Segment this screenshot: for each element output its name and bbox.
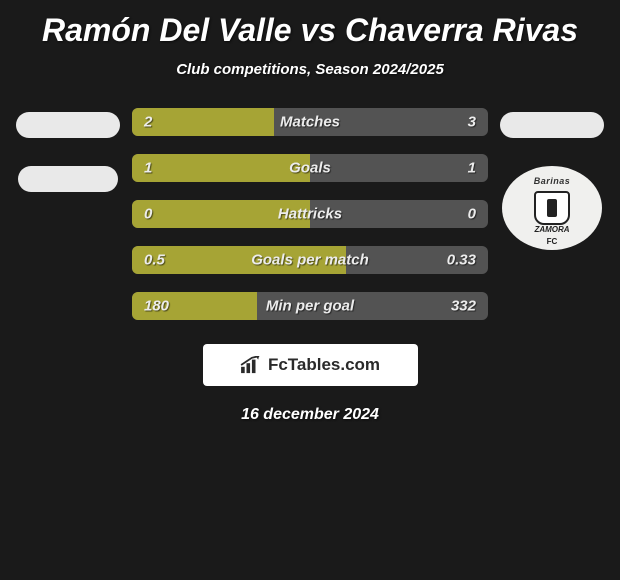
left-side-column bbox=[8, 108, 128, 338]
stat-value-left: 180 bbox=[144, 298, 169, 315]
stat-label: Min per goal bbox=[266, 298, 354, 315]
club-badge-city: Barinas bbox=[534, 176, 571, 186]
footer: FcTables.com 16 december 2024 bbox=[0, 344, 620, 424]
stat-label: Matches bbox=[280, 114, 340, 131]
stat-value-right: 332 bbox=[451, 298, 476, 315]
stat-bar-row: 0 Hattricks 0 bbox=[132, 200, 488, 228]
right-player-photo bbox=[500, 112, 604, 138]
left-club-logo bbox=[18, 166, 118, 192]
page-title: Ramón Del Valle vs Chaverra Rivas bbox=[0, 0, 620, 49]
brand-badge: FcTables.com bbox=[203, 344, 418, 386]
stat-bar-row: 2 Matches 3 bbox=[132, 108, 488, 136]
stat-value-left: 2 bbox=[144, 114, 152, 131]
stat-bar-row: 1 Goals 1 bbox=[132, 154, 488, 182]
stat-value-left: 0.5 bbox=[144, 252, 165, 269]
snapshot-date: 16 december 2024 bbox=[241, 406, 379, 424]
stat-label: Hattricks bbox=[278, 206, 342, 223]
right-side-column: Barinas ZAMORA FC bbox=[492, 108, 612, 338]
club-badge-shield-icon bbox=[534, 191, 570, 225]
stat-value-left: 0 bbox=[144, 206, 152, 223]
stat-label: Goals bbox=[289, 160, 331, 177]
club-badge-name: ZAMORA bbox=[534, 225, 569, 234]
brand-chart-icon bbox=[240, 356, 262, 374]
brand-text: FcTables.com bbox=[268, 355, 380, 375]
stat-value-right: 0.33 bbox=[447, 252, 476, 269]
right-club-logo: Barinas ZAMORA FC bbox=[502, 166, 602, 250]
stat-bar-left-fill bbox=[132, 108, 274, 136]
left-player-photo bbox=[16, 112, 120, 138]
stat-label: Goals per match bbox=[251, 252, 369, 269]
stat-bar-row: 180 Min per goal 332 bbox=[132, 292, 488, 320]
page-subtitle: Club competitions, Season 2024/2025 bbox=[0, 61, 620, 78]
stat-value-right: 3 bbox=[468, 114, 476, 131]
stat-value-right: 1 bbox=[468, 160, 476, 177]
stat-bar-row: 0.5 Goals per match 0.33 bbox=[132, 246, 488, 274]
comparison-content: 2 Matches 3 1 Goals 1 0 Hattricks 0 0.5 Goals per … bbox=[0, 108, 620, 338]
stat-bar-left-fill bbox=[132, 154, 310, 182]
stat-value-left: 1 bbox=[144, 160, 152, 177]
stat-value-right: 0 bbox=[468, 206, 476, 223]
stat-bars-container: 2 Matches 3 1 Goals 1 0 Hattricks 0 0.5 Goals per … bbox=[128, 108, 492, 338]
club-badge-fc: FC bbox=[547, 237, 558, 246]
